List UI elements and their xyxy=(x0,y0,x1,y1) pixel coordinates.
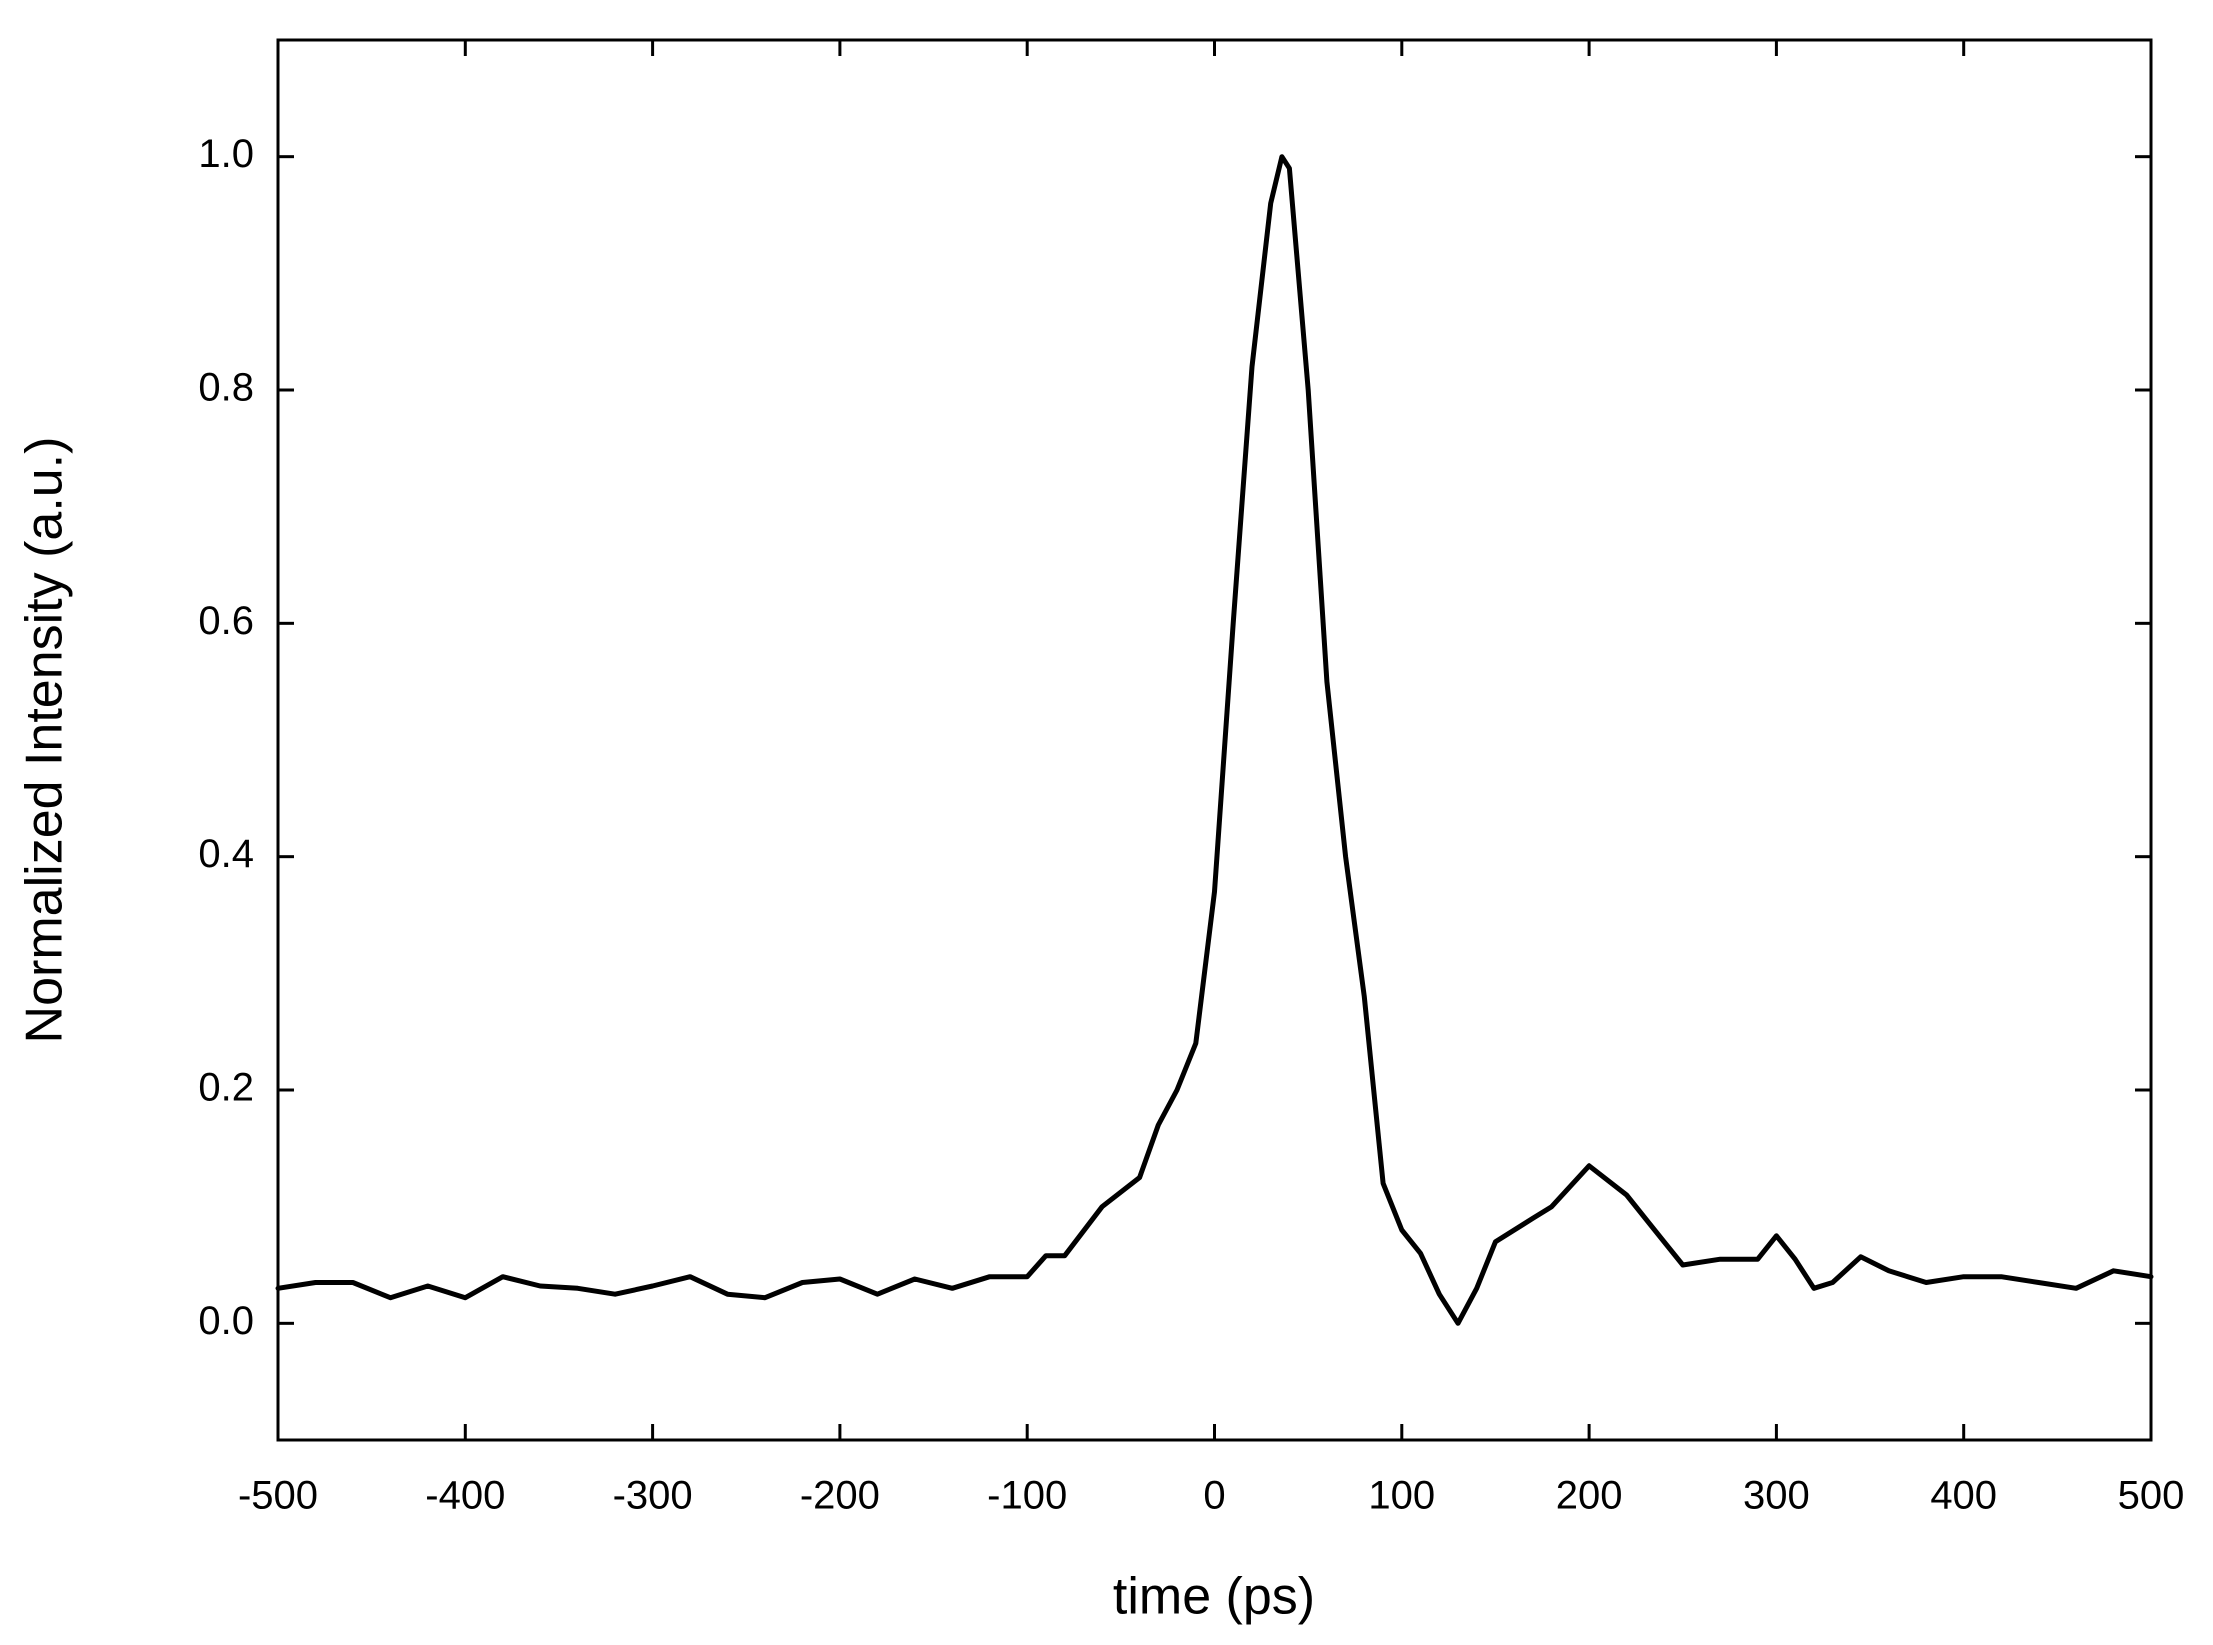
x-tick-label: -200 xyxy=(800,1474,880,1518)
x-tick-label: 200 xyxy=(1556,1474,1623,1518)
x-tick-label: -400 xyxy=(425,1474,505,1518)
y-axis-label: Normalized Intensity (a.u.) xyxy=(16,437,74,1044)
x-tick-label: 100 xyxy=(1368,1474,1435,1518)
plot-frame xyxy=(276,38,2153,1442)
y-tick-label: 0.0 xyxy=(198,1299,254,1343)
x-tick-label: 0 xyxy=(1203,1474,1225,1518)
y-tick-label: 0.2 xyxy=(198,1066,254,1110)
line-series xyxy=(275,154,2154,1326)
y-tick-label: 0.4 xyxy=(198,832,254,876)
y-tick-label: 0.8 xyxy=(198,366,254,410)
x-axis-label: time (ps) xyxy=(1113,1568,1315,1626)
x-tick-label: 300 xyxy=(1743,1474,1810,1518)
x-tick-label: -100 xyxy=(987,1474,1067,1518)
y-tick-label: 0.6 xyxy=(198,599,254,643)
x-tick-label: 400 xyxy=(1930,1474,1997,1518)
x-tick-label: 500 xyxy=(2118,1474,2185,1518)
x-tick-label: -500 xyxy=(238,1474,318,1518)
x-tick-label: -300 xyxy=(613,1474,693,1518)
y-tick-label: 1.0 xyxy=(198,132,254,176)
